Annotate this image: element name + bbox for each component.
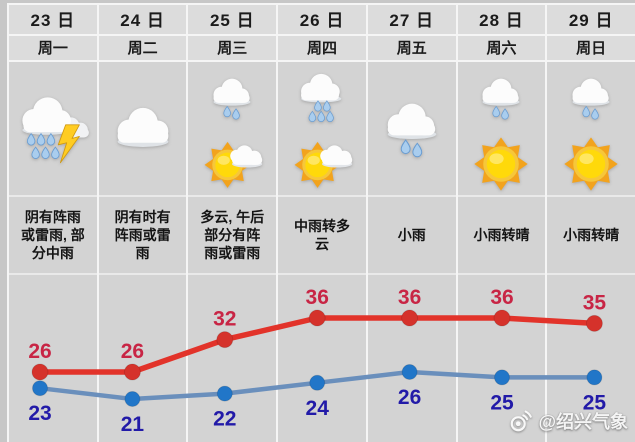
forecast-column: 29 日 周日 小雨转晴: [547, 5, 635, 442]
weather-icon-area: [9, 62, 97, 197]
weekday-label: 周五: [367, 36, 456, 62]
sun-icon: [559, 132, 623, 196]
chart-background-cell: [98, 275, 187, 442]
weather-icon-area: [278, 62, 366, 197]
weather-description: 阴有阵雨或雷雨, 部分中雨: [9, 197, 97, 275]
weather-icon-area: [547, 62, 635, 197]
date-label: 25 日: [188, 5, 277, 36]
weekday-label: 周日: [547, 36, 635, 62]
chart-background-cell: [188, 275, 277, 442]
rain-icon: [203, 69, 261, 127]
weekday-label: 周三: [188, 36, 277, 62]
chart-background-cell: [9, 275, 97, 442]
weather-icon-area: [457, 62, 546, 197]
weekday-label: 周一: [9, 36, 97, 62]
thunder-rain-icon: [15, 91, 91, 167]
watermark-text: @绍兴气象: [538, 412, 628, 432]
date-label: 29 日: [547, 5, 635, 36]
sun-cloud-icon: [290, 132, 354, 196]
date-label: 28 日: [457, 5, 546, 36]
forecast-column: 23 日 周一 阴有阵雨或雷雨, 部分中雨: [9, 5, 99, 442]
date-label: 24 日: [98, 5, 187, 36]
chart-background-cell: [278, 275, 366, 442]
weekday-label: 周二: [98, 36, 187, 62]
date-label: 26 日: [278, 5, 366, 36]
weekday-label: 周六: [457, 36, 546, 62]
weibo-icon: [511, 410, 533, 432]
weather-icon-area: [188, 62, 277, 197]
rain-icon: [472, 69, 530, 127]
weather-description: 小雨: [367, 197, 456, 275]
weekday-label: 周四: [278, 36, 366, 62]
forecast-column: 24 日 周二 阴有时有阵雨或雷雨: [98, 5, 189, 442]
cloud-icon: [105, 91, 181, 167]
weather-icon-area: [367, 62, 456, 197]
weather-description: 中雨转多云: [278, 197, 366, 275]
weather-description: 小雨转晴: [457, 197, 546, 275]
weather-icon-area: [98, 62, 187, 197]
date-label: 27 日: [367, 5, 456, 36]
sun-icon: [469, 132, 533, 196]
weather-description: 小雨转晴: [547, 197, 635, 275]
weather-description: 多云, 午后部分有阵雨或雷雨: [188, 197, 277, 275]
chart-background-cell: [367, 275, 456, 442]
forecast-column: 28 日 周六 小雨转晴: [457, 5, 548, 442]
sun-cloud-icon: [200, 132, 264, 196]
rain-icon: [374, 91, 450, 167]
forecast-column: 27 日 周五 小雨: [367, 5, 458, 442]
forecast-column: 26 日 周四 中雨转多云: [278, 5, 368, 442]
forecast-column: 25 日 周三 多云, 午后部分有阵雨或雷雨: [188, 5, 279, 442]
date-label: 23 日: [9, 5, 97, 36]
weather-description: 阴有时有阵雨或雷雨: [98, 197, 187, 275]
rain-heavy-icon: [293, 69, 351, 127]
rain-icon: [562, 69, 620, 127]
watermark: @绍兴气象: [509, 408, 628, 434]
forecast-table: 23 日 周一 阴有阵雨或雷雨, 部分中雨 24 日 周二 阴有时有阵雨或雷雨 …: [7, 3, 635, 442]
